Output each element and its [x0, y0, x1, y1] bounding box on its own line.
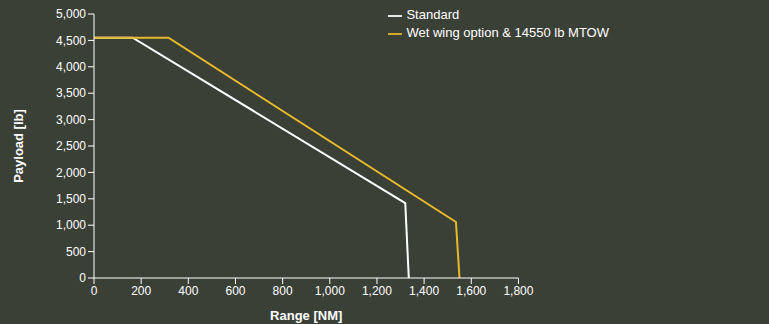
svg-text:200: 200 — [131, 284, 151, 298]
svg-text:800: 800 — [273, 284, 293, 298]
svg-text:1,600: 1,600 — [456, 284, 486, 298]
svg-text:4,000: 4,000 — [56, 60, 86, 74]
html-text:Standard: Standard — [406, 7, 460, 22]
svg-text:1,000: 1,000 — [315, 284, 345, 298]
svg-text:4,500: 4,500 — [56, 34, 86, 48]
svg-text:2,500: 2,500 — [56, 139, 86, 153]
svg-text:3,500: 3,500 — [56, 86, 86, 100]
svg-text:600: 600 — [225, 284, 245, 298]
svg-text:Payload [lb]: Payload [lb] — [11, 109, 26, 183]
svg-text:1,500: 1,500 — [56, 192, 86, 206]
svg-text:1,400: 1,400 — [409, 284, 439, 298]
svg-text:5,000: 5,000 — [56, 7, 86, 21]
svg-text:0: 0 — [91, 284, 98, 298]
svg-text:1,200: 1,200 — [362, 284, 392, 298]
svg-text:400: 400 — [178, 284, 198, 298]
svg-text:1,800: 1,800 — [503, 284, 533, 298]
html-text:Wet wing option & 14550 lb MTO: Wet wing option & 14550 lb MTOW — [406, 25, 609, 40]
svg-text:Range [NM]: Range [NM] — [270, 308, 342, 323]
svg-text:0: 0 — [79, 271, 86, 285]
svg-text:2,000: 2,000 — [56, 166, 86, 180]
svg-text:500: 500 — [66, 245, 86, 259]
svg-text:1,000: 1,000 — [56, 218, 86, 232]
svg-text:3,000: 3,000 — [56, 113, 86, 127]
